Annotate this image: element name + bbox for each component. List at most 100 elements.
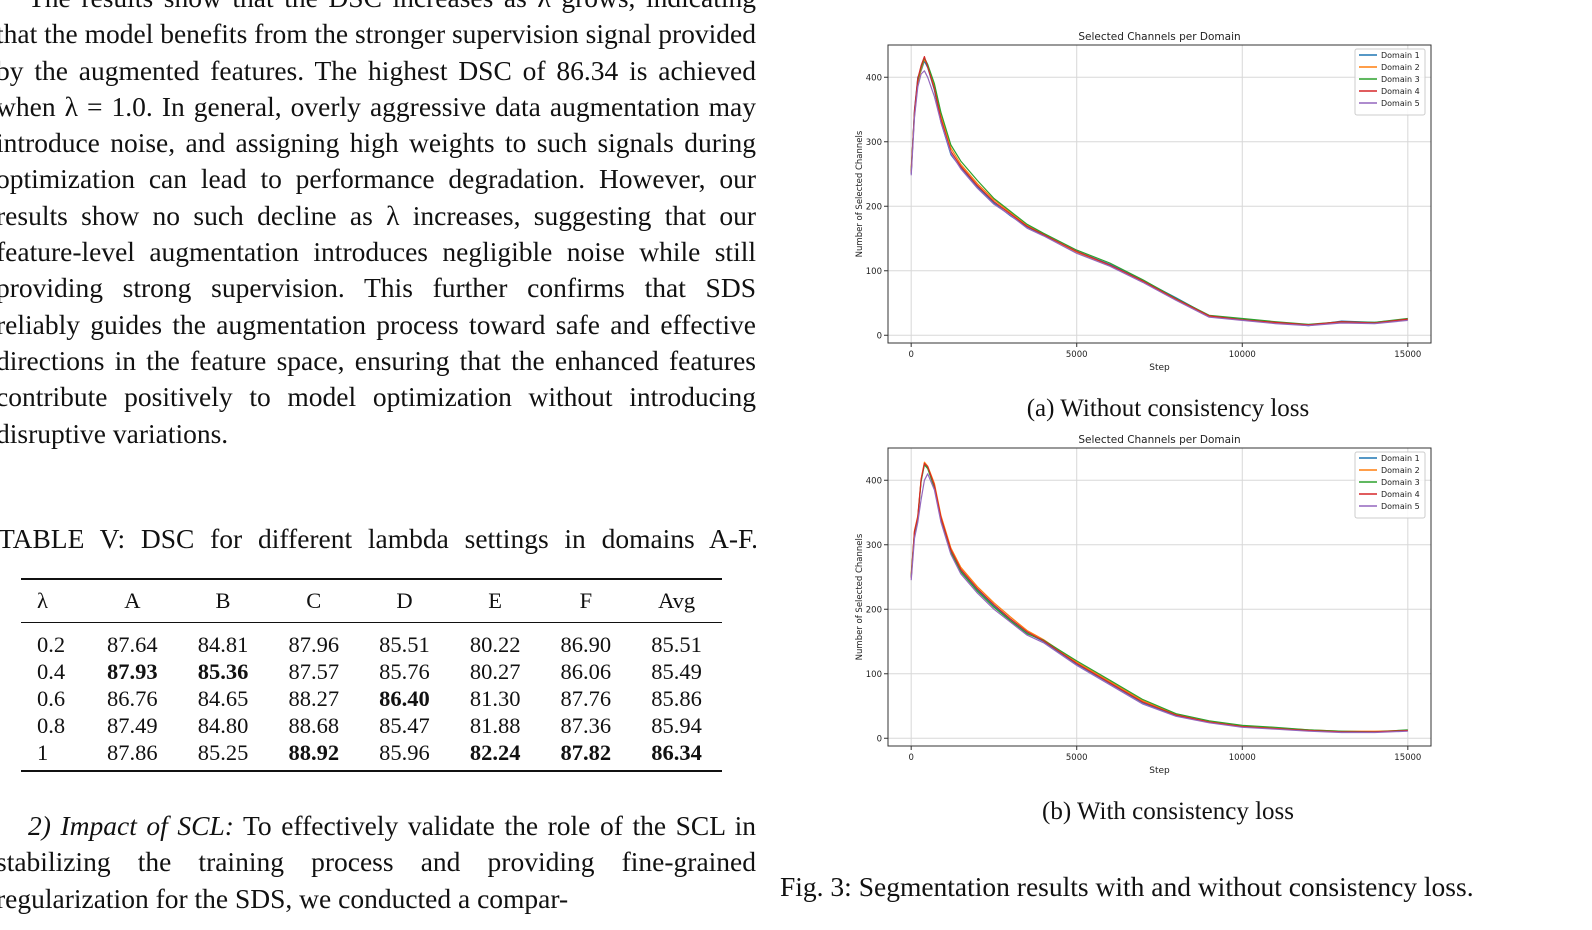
x-axis-label: Step <box>1149 363 1170 373</box>
table-cell: 0.4 <box>37 659 66 684</box>
table-cell: 82.24 <box>469 740 521 765</box>
table-cell: 86.90 <box>560 632 612 657</box>
table-header-row: λ A B C D E F Avg <box>21 579 722 623</box>
y-tick-label: 200 <box>866 605 882 615</box>
table-cell: 87.36 <box>560 713 612 738</box>
table-cell: 0.2 <box>37 632 66 657</box>
table-cell: 85.51 <box>379 632 430 657</box>
table-cell: 85.25 <box>197 740 249 765</box>
x-tick-label: 0 <box>908 753 913 763</box>
table-cell: 86.34 <box>651 740 702 765</box>
plot-frame <box>887 447 1432 747</box>
dsc-table: λ A B C D E F Avg 0.2 87.64 84.81 87.96 85.51 80.22 8… <box>21 578 722 772</box>
legend-label: Domain 3 <box>1381 75 1420 84</box>
x-tick-label: 10000 <box>1229 350 1256 360</box>
table-cell: 85.96 <box>379 740 430 765</box>
results-table: λ A B C D E F Avg 0.2 87.64 84.81 87.96 85.51 80.22 8… <box>21 578 722 772</box>
y-axis-label: Number of Selected Channels <box>855 130 865 257</box>
table-cell: 81.88 <box>469 713 521 738</box>
table-cell: 85.51 <box>651 632 702 657</box>
chart-without-consistency-loss: Selected Channels per Domain 0 5000 10000 15… <box>855 31 1432 373</box>
legend-label: Domain 2 <box>1381 63 1420 72</box>
x-tick-label: 5000 <box>1066 753 1088 763</box>
table-row: 0.6 86.76 84.65 88.27 86.40 81.30 87.76 85.86 <box>21 685 722 712</box>
legend-label: Domain 4 <box>1381 490 1420 499</box>
table-cell: 87.96 <box>288 632 340 657</box>
y-tick-label: 0 <box>877 331 882 341</box>
legend-box <box>1354 48 1426 116</box>
legend-label: Domain 2 <box>1381 466 1420 475</box>
table-cell: 87.57 <box>288 659 340 684</box>
x-tick-label: 15000 <box>1394 753 1421 763</box>
table-cell: 87.49 <box>107 713 158 738</box>
section-heading: 2) Impact of SCL: <box>28 810 234 841</box>
table-row: 0.2 87.64 84.81 87.96 85.51 80.22 86.90 85.51 <box>21 623 722 659</box>
table-cell: 88.68 <box>288 713 340 738</box>
table-header-f: F <box>579 588 593 613</box>
plot-frame <box>887 44 1432 344</box>
table-cell: 84.65 <box>197 686 249 711</box>
table-cell: 86.06 <box>560 659 612 684</box>
legend-box <box>1354 451 1426 519</box>
x-tick-label: 0 <box>908 350 913 360</box>
x-axis-label: Step <box>1149 766 1170 776</box>
table-header-b: B <box>215 588 231 613</box>
table-cell: 0.6 <box>37 686 66 711</box>
table-header-avg: Avg <box>658 588 696 613</box>
chart-with-consistency-loss: Selected Channels per Domain 0 5000 10000 15… <box>855 434 1432 776</box>
series-line-domain-3 <box>910 464 1408 733</box>
table-cell: 86.40 <box>379 686 430 711</box>
y-tick-label: 100 <box>866 267 882 277</box>
table-cell: 86.76 <box>107 686 158 711</box>
series-line-domain-5 <box>910 70 1408 327</box>
x-tick-label: 10000 <box>1229 753 1256 763</box>
table-cell: 87.82 <box>560 740 612 765</box>
figure-caption: Fig. 3: Segmentation results with and wi… <box>780 871 1474 902</box>
series-line-domain-1 <box>910 463 1408 733</box>
subcaption-a: (a) Without consistency loss <box>1026 395 1310 422</box>
table-cell: 85.76 <box>379 659 430 684</box>
table-row: 1 87.86 85.25 88.92 85.96 82.24 87.82 86.34 <box>21 739 722 771</box>
body-paragraph-1: The results show that the DSC increases … <box>0 0 756 449</box>
table-header-e: E <box>488 588 503 613</box>
table-row: 0.8 87.49 84.80 88.68 85.47 81.88 87.36 85.94 <box>21 712 722 739</box>
x-tick-label: 15000 <box>1394 350 1421 360</box>
table-cell: 84.80 <box>197 713 249 738</box>
left-column: The results show that the DSC increases … <box>0 0 756 930</box>
series-line-domain-2 <box>910 58 1408 326</box>
table-cell: 88.92 <box>288 740 340 765</box>
figure-a: Selected Channels per Domain 0 5000 10000 15… <box>850 28 1470 376</box>
legend-label: Domain 5 <box>1381 99 1420 108</box>
table-cell: 80.22 <box>469 632 521 657</box>
legend-label: Domain 1 <box>1381 454 1420 463</box>
table-cell: 85.94 <box>651 713 702 738</box>
y-tick-label: 100 <box>866 670 882 680</box>
subcaption-b: (b) With consistency loss <box>1042 798 1294 825</box>
table-cell: 85.47 <box>379 713 430 738</box>
series-line-domain-4 <box>910 56 1408 326</box>
table-cell: 85.49 <box>651 659 702 684</box>
y-tick-label: 200 <box>866 202 882 212</box>
y-tick-label: 400 <box>866 476 882 486</box>
x-tick-label: 5000 <box>1066 350 1088 360</box>
y-tick-label: 300 <box>866 541 882 551</box>
table-header-lambda: λ <box>37 588 48 613</box>
legend-label: Domain 3 <box>1381 478 1420 487</box>
table-cell: 85.36 <box>197 659 249 684</box>
chart-title: Selected Channels per Domain <box>1078 31 1240 43</box>
y-tick-label: 0 <box>877 734 882 744</box>
table-header-c: C <box>306 588 322 613</box>
legend-label: Domain 1 <box>1381 51 1420 60</box>
y-tick-label: 400 <box>866 73 882 83</box>
table-cell: 85.86 <box>651 686 702 711</box>
table-cell: 80.27 <box>469 659 521 684</box>
chart-title: Selected Channels per Domain <box>1078 434 1240 446</box>
legend-label: Domain 5 <box>1381 502 1420 511</box>
table-header-d: D <box>396 588 413 613</box>
y-tick-label: 300 <box>866 138 882 148</box>
series-line-domain-4 <box>910 462 1408 733</box>
body-paragraph-2: 2) Impact of SCL: To effectively validat… <box>0 808 756 917</box>
table-cell: 1 <box>37 740 49 765</box>
body-paragraph-2-text: To effectively validate the role of the … <box>0 810 756 914</box>
table-row: 0.4 87.93 85.36 87.57 85.76 80.27 86.06 85.49 <box>21 658 722 685</box>
